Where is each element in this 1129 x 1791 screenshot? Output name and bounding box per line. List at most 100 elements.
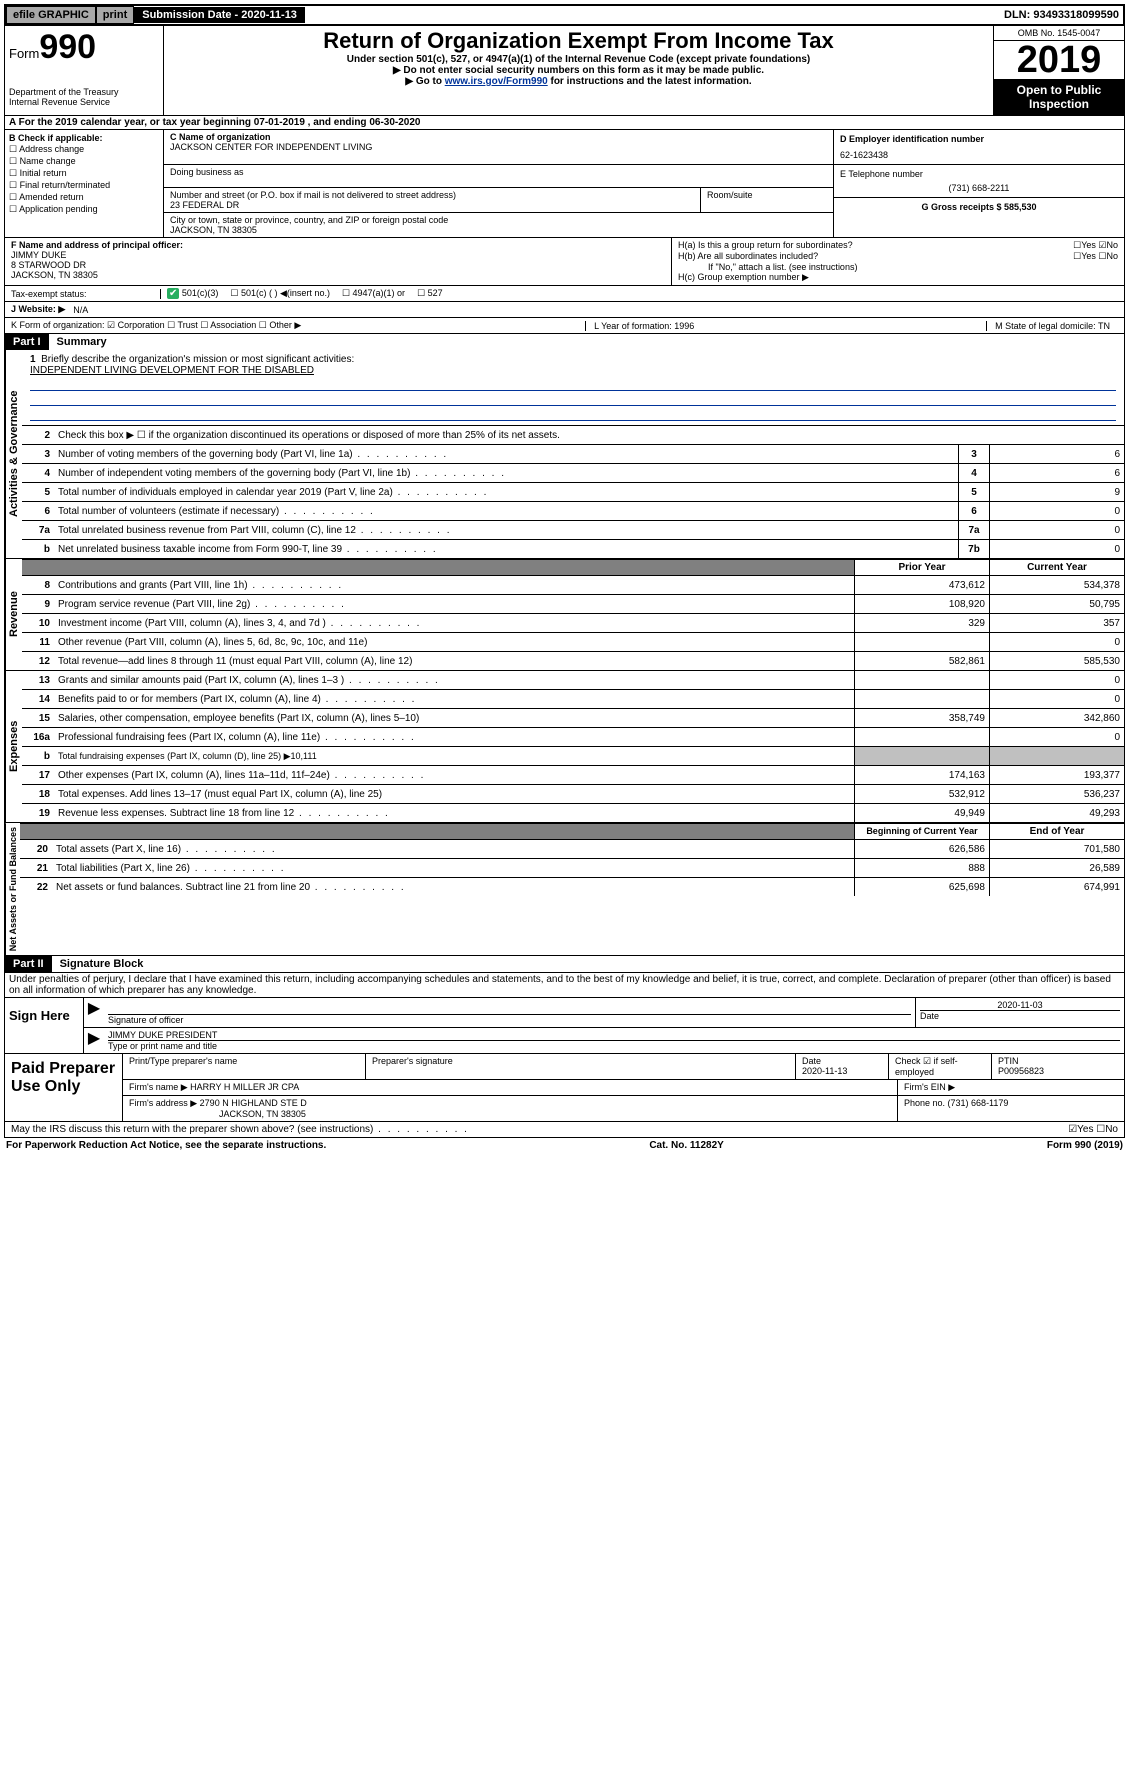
val-7a: 0 [989, 521, 1124, 539]
officer-addr1: 8 STARWOOD DR [11, 260, 665, 270]
current-year-h: Current Year [989, 560, 1124, 575]
part-1: Part I Summary Activities & Governance 1… [4, 334, 1125, 973]
print-btn[interactable]: print [96, 6, 134, 24]
discuss-answer[interactable]: ☑Yes ☐No [1068, 1124, 1118, 1135]
discuss-text: May the IRS discuss this return with the… [11, 1124, 1068, 1135]
line-5: Total number of individuals employed in … [54, 486, 958, 499]
ein-value: 62-1623438 [840, 150, 1118, 160]
officer-addr2: JACKSON, TN 38305 [11, 270, 665, 280]
begin-year-h: Beginning of Current Year [854, 824, 989, 839]
revenue-label: Revenue [5, 559, 22, 670]
val-6: 0 [989, 502, 1124, 520]
col-b-checkboxes: B Check if applicable: ☐ Address change … [5, 130, 164, 237]
gross-receipts: G Gross receipts $ 585,530 [840, 202, 1118, 212]
ein-label: D Employer identification number [840, 134, 1118, 144]
app-pending-check[interactable]: ☐ Application pending [9, 204, 159, 215]
open-public: Open to Public Inspection [994, 79, 1124, 115]
line-1-text: Briefly describe the organization's miss… [41, 354, 354, 365]
preparer-sig-h: Preparer's signature [366, 1054, 796, 1079]
subtitle-1: Under section 501(c), 527, or 4947(a)(1)… [168, 54, 989, 65]
firm-name: HARRY H MILLER JR CPA [190, 1082, 299, 1092]
sig-date-label: Date [920, 1010, 1120, 1021]
val-3: 6 [989, 445, 1124, 463]
name-change-check[interactable]: ☐ Name change [9, 156, 159, 167]
hb-label: H(b) Are all subordinates included? [678, 251, 818, 262]
subtitle-2: ▶ Do not enter social security numbers o… [168, 65, 989, 76]
footer-left: For Paperwork Reduction Act Notice, see … [6, 1140, 326, 1151]
officer-print-name: JIMMY DUKE PRESIDENT [108, 1030, 1120, 1040]
line-15: Salaries, other compensation, employee b… [54, 712, 854, 725]
efile-btn[interactable]: efile GRAPHIC [6, 6, 96, 24]
line-17: Other expenses (Part IX, column (A), lin… [54, 769, 854, 782]
addr-change-check[interactable]: ☐ Address change [9, 144, 159, 155]
m-state: M State of legal domicile: TN [986, 321, 1118, 331]
firm-addr: 2790 N HIGHLAND STE D [200, 1098, 307, 1108]
line-12: Total revenue—add lines 8 through 11 (mu… [54, 655, 854, 668]
line-3: Number of voting members of the governin… [54, 448, 958, 461]
website-value: N/A [65, 305, 88, 315]
paid-label: Paid Preparer Use Only [5, 1054, 123, 1121]
sign-here-label: Sign Here [5, 998, 84, 1053]
firm-ein: Firm's EIN ▶ [898, 1080, 1124, 1095]
self-employed-check[interactable]: Check ☑ if self-employed [889, 1054, 992, 1079]
form-number: Form990 [9, 28, 159, 67]
top-bar: efile GRAPHIC print Submission Date - 20… [4, 4, 1125, 26]
discuss-row: May the IRS discuss this return with the… [4, 1122, 1125, 1138]
ha-label: H(a) Is this a group return for subordin… [678, 240, 853, 251]
row-a-tax-year: A For the 2019 calendar year, or tax yea… [4, 116, 1125, 130]
final-return-check[interactable]: ☐ Final return/terminated [9, 180, 159, 191]
end-year-h: End of Year [989, 824, 1124, 839]
c3-check[interactable]: ✔ [167, 288, 179, 299]
footer-mid: Cat. No. 11282Y [649, 1140, 723, 1151]
line-14: Benefits paid to or for members (Part IX… [54, 693, 854, 706]
netassets-label: Net Assets or Fund Balances [5, 823, 20, 955]
sig-date-value: 2020-11-03 [920, 1000, 1120, 1010]
perjury-text: Under penalties of perjury, I declare th… [4, 973, 1125, 998]
city-value: JACKSON, TN 38305 [170, 225, 827, 235]
i-label: Tax-exempt status: [11, 289, 161, 299]
l-year: L Year of formation: 1996 [585, 321, 702, 331]
city-label: City or town, state or province, country… [170, 215, 827, 225]
footer-right: Form 990 (2019) [1047, 1140, 1123, 1151]
line-20: Total assets (Part X, line 16) [52, 843, 854, 856]
irs-link[interactable]: www.irs.gov/Form990 [445, 76, 548, 87]
ha-answer[interactable]: ☐Yes ☑No [1073, 240, 1118, 251]
ptin-value: P00956823 [998, 1066, 1044, 1076]
c-label: C Name of organization [170, 132, 827, 142]
line-6: Total number of volunteers (estimate if … [54, 505, 958, 518]
officer-name: JIMMY DUKE [11, 250, 665, 260]
f-label: F Name and address of principal officer: [11, 240, 665, 250]
initial-return-check[interactable]: ☐ Initial return [9, 168, 159, 179]
org-name: JACKSON CENTER FOR INDEPENDENT LIVING [170, 142, 827, 152]
line-11: Other revenue (Part VIII, column (A), li… [54, 636, 854, 649]
line-7b: Net unrelated business taxable income fr… [54, 543, 958, 556]
line-2: Check this box ▶ ☐ if the organization d… [54, 429, 1124, 442]
form-title: Return of Organization Exempt From Incom… [168, 28, 989, 54]
line-22: Net assets or fund balances. Subtract li… [52, 881, 854, 894]
line-16b: Total fundraising expenses (Part IX, col… [54, 750, 854, 763]
submission-date: Submission Date - 2020-11-13 [134, 7, 305, 23]
k-form-org: K Form of organization: ☑ Corporation ☐ … [11, 320, 301, 331]
amended-check[interactable]: ☐ Amended return [9, 192, 159, 203]
street-label: Number and street (or P.O. box if mail i… [170, 190, 694, 200]
line-13: Grants and similar amounts paid (Part IX… [54, 674, 854, 687]
hb-note: If "No," attach a list. (see instruction… [678, 262, 1118, 272]
sig-officer-label: Signature of officer [108, 1014, 911, 1025]
k-row: K Form of organization: ☑ Corporation ☐ … [4, 318, 1125, 334]
part2-title: Signature Block [52, 958, 144, 970]
dln: DLN: 93493318099590 [1004, 9, 1123, 21]
val-4: 6 [989, 464, 1124, 482]
j-label: J Website: ▶ [11, 304, 65, 315]
line-10: Investment income (Part VIII, column (A)… [54, 617, 854, 630]
line-18: Total expenses. Add lines 13–17 (must eq… [54, 788, 854, 801]
hb-answer[interactable]: ☐Yes ☐No [1073, 251, 1118, 262]
subtitle-3: ▶ Go to www.irs.gov/Form990 for instruct… [168, 76, 989, 87]
firm-phone: Phone no. (731) 668-1179 [898, 1096, 1124, 1121]
line-7a: Total unrelated business revenue from Pa… [54, 524, 958, 537]
room-label: Room/suite [701, 188, 833, 212]
tax-year: 2019 [994, 41, 1124, 79]
tax-status-row: Tax-exempt status: ✔ 501(c)(3) ☐ 501(c) … [4, 286, 1125, 302]
form-header: Form990 Department of the Treasury Inter… [4, 26, 1125, 116]
entity-box: B Check if applicable: ☐ Address change … [4, 130, 1125, 238]
line-21: Total liabilities (Part X, line 26) [52, 862, 854, 875]
